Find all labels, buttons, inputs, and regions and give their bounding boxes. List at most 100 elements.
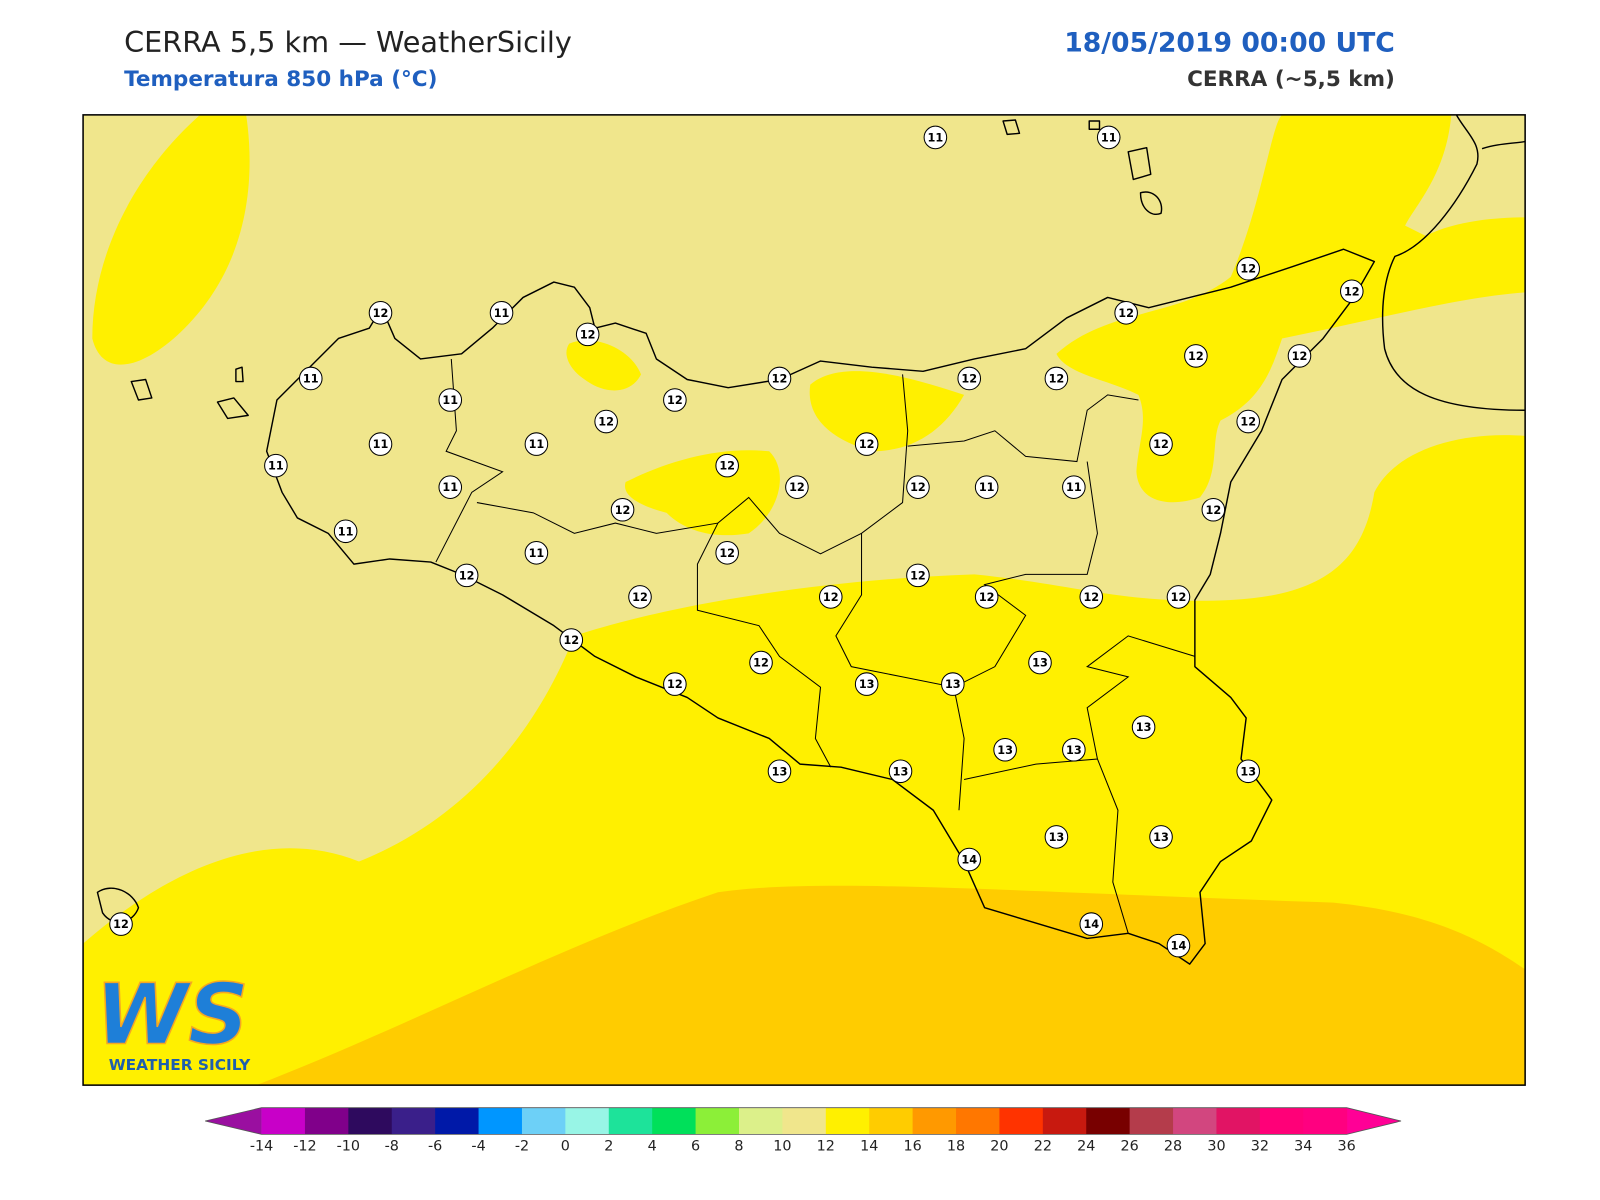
- station-marker: [1079, 585, 1104, 609]
- island: [235, 366, 244, 383]
- colorbar-over: [1346, 1107, 1402, 1135]
- station-marker: [368, 301, 393, 325]
- station-value: 11: [268, 460, 284, 473]
- colorbar-segment: [956, 1107, 1000, 1135]
- station-value: 13: [893, 765, 909, 778]
- station-marker: [1079, 912, 1104, 936]
- station-marker: [974, 475, 999, 499]
- station-marker: [1028, 650, 1052, 675]
- map-frame: [82, 114, 1526, 1086]
- colorbar-segment: [1086, 1107, 1131, 1135]
- station-value: 13: [945, 678, 961, 691]
- station-marker: [1096, 125, 1121, 150]
- station-marker: [575, 322, 600, 347]
- colorbar-segment: [1259, 1107, 1304, 1135]
- station-value: 11: [529, 438, 545, 451]
- station-value: 12: [789, 481, 805, 494]
- station-marker: [109, 912, 133, 936]
- station-marker: [957, 847, 982, 872]
- province-border: [435, 358, 504, 563]
- station-value: 11: [928, 131, 944, 144]
- colorbar-tick-label: 18: [947, 1139, 965, 1155]
- station-value: 12: [667, 394, 683, 407]
- colorbar-segment: [435, 1107, 480, 1135]
- station-value: 12: [373, 307, 389, 320]
- station-marker: [1131, 715, 1156, 739]
- station-value: 12: [1292, 350, 1308, 363]
- station-marker: [818, 585, 843, 609]
- station-marker: [1166, 933, 1191, 958]
- station-marker: [610, 497, 635, 522]
- province-border: [907, 394, 1139, 463]
- colorbar-segment: [1173, 1107, 1217, 1135]
- title: CERRA 5,5 km — WeatherSicily: [124, 25, 572, 59]
- station-marker: [906, 475, 930, 499]
- station-marker: [974, 585, 999, 609]
- colorbar-segment: [1042, 1107, 1087, 1135]
- station-marker: [1184, 344, 1208, 368]
- model-name: CERRA (~5,5 km): [1187, 67, 1395, 92]
- station-marker: [854, 672, 879, 696]
- colorbar-tick-label: 26: [1121, 1139, 1139, 1155]
- island: [1088, 120, 1101, 130]
- colorbar-tick-label: -6: [428, 1139, 442, 1155]
- station-value: 12: [1083, 591, 1099, 604]
- colorbar-tick-label: 8: [734, 1139, 743, 1155]
- station-value: 13: [1136, 721, 1152, 734]
- station-value: 11: [373, 438, 389, 451]
- island: [1002, 119, 1021, 136]
- colorbar-tick-label: -10: [337, 1139, 360, 1155]
- colorbar-tick-label: 32: [1251, 1139, 1269, 1155]
- colorbar-tick-label: 2: [604, 1139, 613, 1155]
- station-value: 12: [1240, 263, 1256, 276]
- colorbar-tick-label: 12: [817, 1139, 835, 1155]
- station-value: 12: [823, 591, 839, 604]
- station-marker: [1149, 432, 1173, 456]
- calabria-coast: [1381, 114, 1526, 411]
- colorbar-under: [205, 1107, 262, 1135]
- colorbar-segment: [825, 1107, 870, 1135]
- station-marker: [993, 737, 1017, 762]
- station-value: 13: [1049, 831, 1065, 844]
- station-marker: [438, 475, 463, 499]
- station-value: 13: [997, 744, 1013, 757]
- island: [1139, 191, 1163, 215]
- station-marker: [1062, 475, 1086, 499]
- colorbar-tick-label: 20: [990, 1139, 1008, 1155]
- province-border: [696, 522, 832, 768]
- station-marker: [594, 409, 618, 434]
- colorbar-segment: [738, 1107, 783, 1135]
- station-marker: [785, 475, 809, 499]
- station-marker: [489, 301, 514, 325]
- station-value: 12: [719, 547, 735, 560]
- station-value: 12: [598, 416, 614, 429]
- colorbar-segment: [1216, 1107, 1261, 1135]
- station-marker: [854, 432, 879, 456]
- station-value: 12: [113, 918, 129, 931]
- island: [96, 887, 140, 923]
- station-marker: [715, 541, 739, 565]
- station-value: 13: [1066, 744, 1082, 757]
- station-value: 12: [1049, 372, 1065, 385]
- station-value: 12: [1240, 416, 1256, 429]
- station-value: 11: [979, 481, 995, 494]
- colorbar-tick-label: 10: [773, 1139, 791, 1155]
- colorbar-segment: [1303, 1107, 1348, 1135]
- station-layer: 11 11 12 11 12 12 12 12 11 11 12 12 12 12 12 12 12 12 11 11…: [109, 125, 1364, 958]
- station-marker: [957, 366, 982, 391]
- station-value: 12: [910, 481, 926, 494]
- station-value: 12: [1153, 438, 1169, 451]
- station-value: 13: [1240, 765, 1256, 778]
- field-14-16: [256, 885, 1526, 1086]
- colorbar-segment: [1129, 1107, 1174, 1135]
- colorbar-segment: [652, 1107, 697, 1135]
- island: [216, 397, 249, 420]
- station-value: 12: [719, 460, 735, 473]
- station-marker: [749, 650, 773, 675]
- station-marker: [888, 759, 913, 784]
- field-12-14: [566, 340, 642, 391]
- colorbar-tick-label: 34: [1294, 1139, 1312, 1155]
- station-value: 12: [563, 634, 579, 647]
- colorbar-tick-label: 30: [1207, 1139, 1225, 1155]
